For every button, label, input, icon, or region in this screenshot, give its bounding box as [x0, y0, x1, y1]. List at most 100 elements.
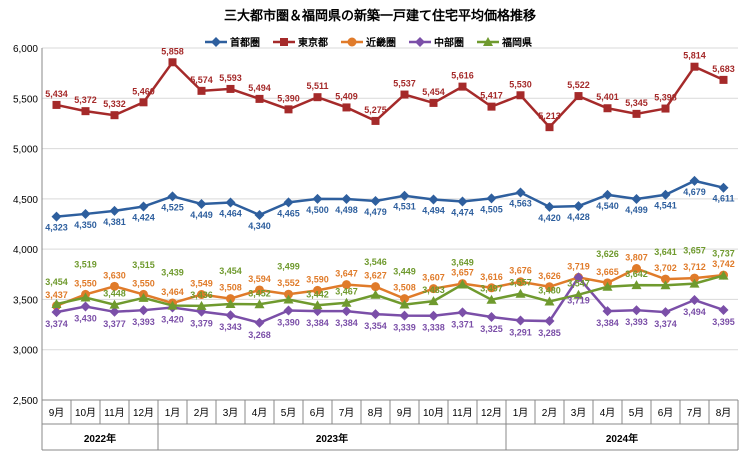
series-中部圏 — [51, 272, 729, 328]
data-point — [429, 98, 438, 107]
data-point — [341, 306, 352, 317]
data-point — [457, 279, 468, 289]
legend-label: 近畿圏 — [366, 36, 396, 49]
data-label: 3,549 — [190, 279, 213, 289]
data-point — [342, 280, 351, 290]
data-label: 4,531 — [393, 202, 416, 212]
data-label: 3,464 — [161, 287, 184, 297]
data-point — [660, 307, 671, 318]
data-point — [197, 86, 206, 95]
data-label: 3,268 — [248, 330, 271, 340]
y-tick-label: 6,000 — [13, 44, 38, 55]
data-point — [573, 289, 584, 299]
data-point — [544, 316, 555, 327]
data-point — [139, 98, 148, 107]
data-label: 5,616 — [451, 71, 474, 81]
data-label: 3,607 — [422, 273, 445, 283]
data-label: 3,508 — [393, 283, 416, 293]
data-label: 5,409 — [335, 91, 358, 101]
data-label: 3,665 — [596, 267, 619, 277]
data-label: 4,474 — [451, 207, 474, 217]
series-group — [51, 58, 729, 328]
data-point — [544, 296, 555, 306]
data-label: 5,454 — [422, 87, 445, 97]
data-label: 3,557 — [509, 278, 532, 288]
legend-label: 福岡県 — [501, 36, 532, 49]
data-point — [225, 299, 236, 309]
year-label: 2023年 — [316, 432, 348, 445]
data-point — [660, 189, 671, 200]
data-point — [718, 270, 729, 280]
x-tick-label: 4月 — [600, 407, 616, 419]
data-label: 4,541 — [654, 201, 677, 211]
data-point — [573, 272, 584, 283]
data-label: 4,340 — [248, 221, 271, 231]
data-label: 3,737 — [712, 249, 735, 259]
x-tick-label: 2月 — [542, 407, 558, 419]
data-label: 5,398 — [654, 93, 677, 103]
data-point — [225, 197, 236, 208]
data-label: 3,547 — [567, 279, 590, 289]
data-label: 3,657 — [451, 268, 474, 278]
data-point — [661, 104, 670, 113]
data-point — [226, 294, 235, 304]
data-point — [313, 93, 322, 102]
data-point — [284, 105, 293, 114]
data-point — [52, 100, 61, 109]
data-label: 3,550 — [74, 278, 97, 288]
data-label: 3,371 — [451, 319, 474, 329]
data-label: 5,511 — [306, 81, 328, 91]
data-point — [574, 92, 583, 101]
data-label: 4,500 — [306, 205, 329, 215]
data-point — [516, 277, 525, 287]
data-label: 3,550 — [132, 278, 155, 288]
data-label: 4,525 — [161, 202, 184, 212]
data-label: 3,676 — [509, 266, 532, 276]
data-point — [718, 304, 729, 315]
x-tick-label: 12月 — [133, 407, 154, 419]
data-label: 3,807 — [625, 253, 648, 263]
data-point — [109, 299, 120, 309]
x-tick-label: 1月 — [165, 407, 181, 419]
data-point — [226, 84, 235, 93]
legend-label: 中部圏 — [434, 36, 464, 49]
data-label: 5,522 — [567, 80, 590, 90]
data-label: 3,343 — [219, 322, 242, 332]
data-point — [689, 295, 700, 306]
x-tick-label: 12月 — [481, 407, 502, 419]
data-point — [486, 294, 497, 304]
data-point — [167, 191, 178, 202]
x-tick-label: 8月 — [716, 407, 732, 419]
data-label: 5,372 — [74, 95, 97, 105]
x-tick-label: 4月 — [252, 407, 268, 419]
data-point — [631, 280, 642, 290]
data-label: 4,499 — [625, 205, 648, 215]
data-point — [486, 193, 497, 204]
y-tick-label: 3,500 — [13, 295, 38, 306]
data-point — [313, 285, 322, 295]
data-point — [545, 123, 554, 132]
data-point — [371, 282, 380, 292]
data-label: 3,642 — [625, 269, 648, 279]
legend-label: 東京都 — [298, 36, 328, 49]
x-tick-label: 3月 — [223, 407, 239, 419]
data-labels: 5,434 4,323 3,437 3,454 3,374 5,372 4,350 3,550… — [45, 46, 735, 339]
data-point — [110, 281, 119, 291]
data-label: 5,537 — [393, 79, 416, 89]
data-point — [80, 301, 91, 312]
data-label: 3,325 — [480, 324, 503, 334]
data-label: 3,285 — [538, 328, 561, 338]
data-label: 4,540 — [596, 201, 619, 211]
data-point — [283, 305, 294, 316]
y-tick-label: 3,000 — [13, 346, 38, 357]
data-label: 3,454 — [219, 266, 242, 276]
data-point — [109, 205, 120, 216]
x-axis: 9月 10月 11月 12月 1月 2月 3月 4月 5月 6月 7月 8月 9月 10月 11月 12月 1月… — [41, 399, 739, 451]
x-tick-label: 10月 — [75, 407, 96, 419]
x-tick-label: 11月 — [104, 407, 124, 419]
data-label: 3,712 — [683, 262, 706, 272]
data-label: 4,464 — [219, 208, 242, 218]
data-point — [631, 305, 642, 316]
data-point — [573, 201, 584, 212]
series-line — [56, 60, 725, 129]
